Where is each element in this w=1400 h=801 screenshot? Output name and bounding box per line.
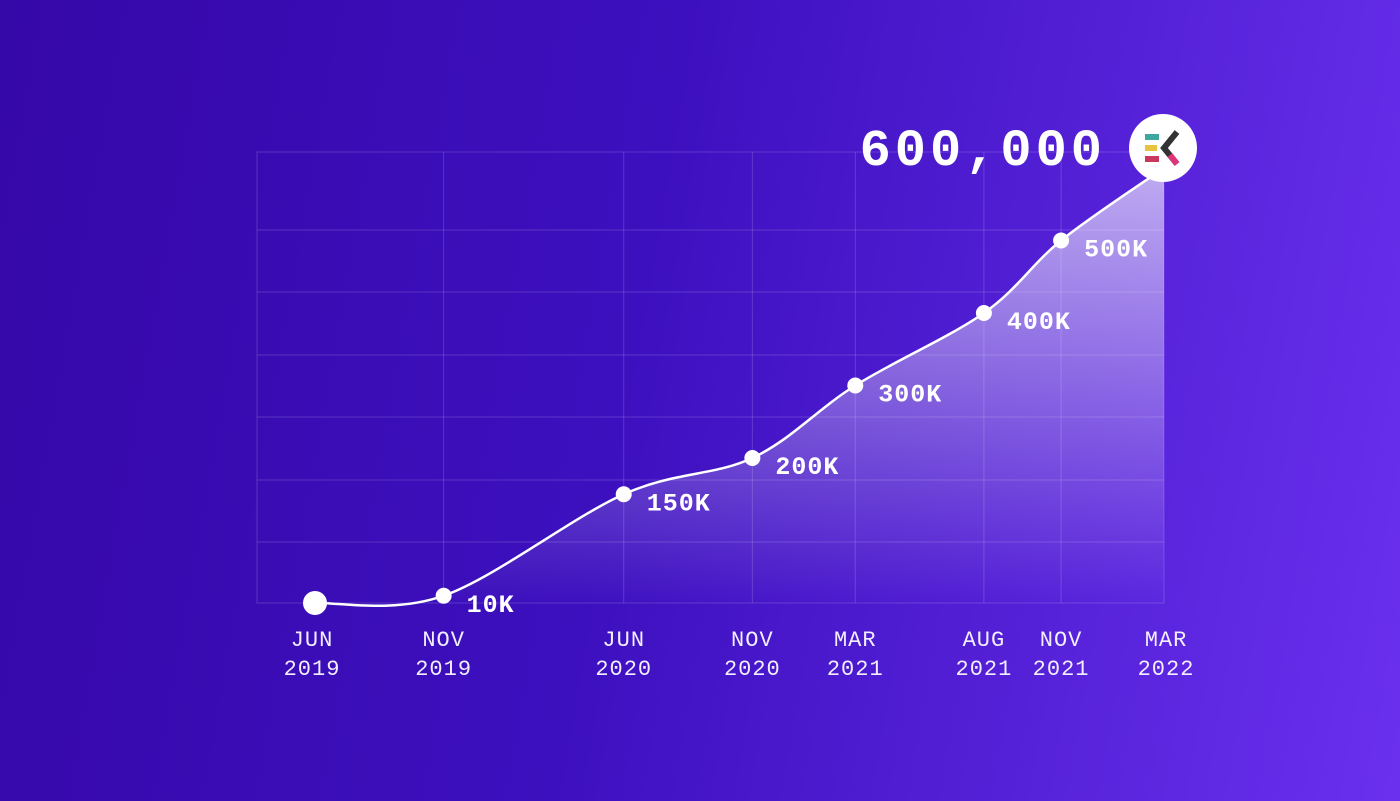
logo-chevron-accent — [1167, 153, 1180, 166]
tick-label-year: 2020 — [724, 657, 781, 682]
data-label: 10K — [467, 591, 515, 620]
data-point — [1053, 232, 1070, 249]
x-axis-ticks: JUN 2019 NOV 2019 JUN 2020 NOV 2020 MAR 2021 AUG 20… — [284, 628, 1195, 682]
series-line — [313, 166, 1166, 608]
tick-label-month: NOV — [422, 628, 465, 653]
logo-bar — [1145, 134, 1159, 140]
data-point — [975, 305, 992, 321]
data-point — [847, 377, 864, 394]
headline-total: 600,000 — [860, 122, 1106, 181]
tick-label-year: 2021 — [956, 657, 1013, 682]
tick-label-year: 2021 — [827, 657, 884, 682]
data-point — [435, 587, 452, 604]
logo-icon — [1129, 114, 1197, 182]
data-points — [303, 232, 1070, 615]
area-fill — [315, 168, 1164, 606]
logo-bar — [1145, 156, 1159, 162]
tick-label-month: MAR — [1145, 628, 1188, 653]
tick-label-month: NOV — [1040, 628, 1083, 653]
tick-label-year: 2019 — [415, 657, 472, 682]
tick-label-year: 2020 — [595, 657, 652, 682]
logo-bar — [1145, 145, 1157, 151]
tick-label-year: 2021 — [1033, 657, 1090, 682]
data-point — [303, 591, 327, 615]
tick-label-month: JUN — [291, 628, 334, 653]
tick-label-month: MAR — [834, 628, 877, 653]
tick-label-year: 2019 — [284, 657, 341, 682]
data-label: 400K — [1007, 308, 1071, 337]
data-point — [744, 450, 761, 466]
data-labels: 10K 150K 200K 300K 400K 500K — [467, 236, 1148, 620]
data-point — [615, 486, 632, 503]
data-label: 500K — [1084, 236, 1148, 265]
tick-label-month: AUG — [963, 628, 1006, 653]
data-label: 300K — [878, 381, 942, 410]
tick-label-month: NOV — [731, 628, 774, 653]
data-label: 200K — [775, 453, 839, 482]
data-label: 150K — [647, 489, 711, 518]
tick-label-year: 2022 — [1138, 657, 1195, 682]
tick-label-month: JUN — [602, 628, 645, 653]
